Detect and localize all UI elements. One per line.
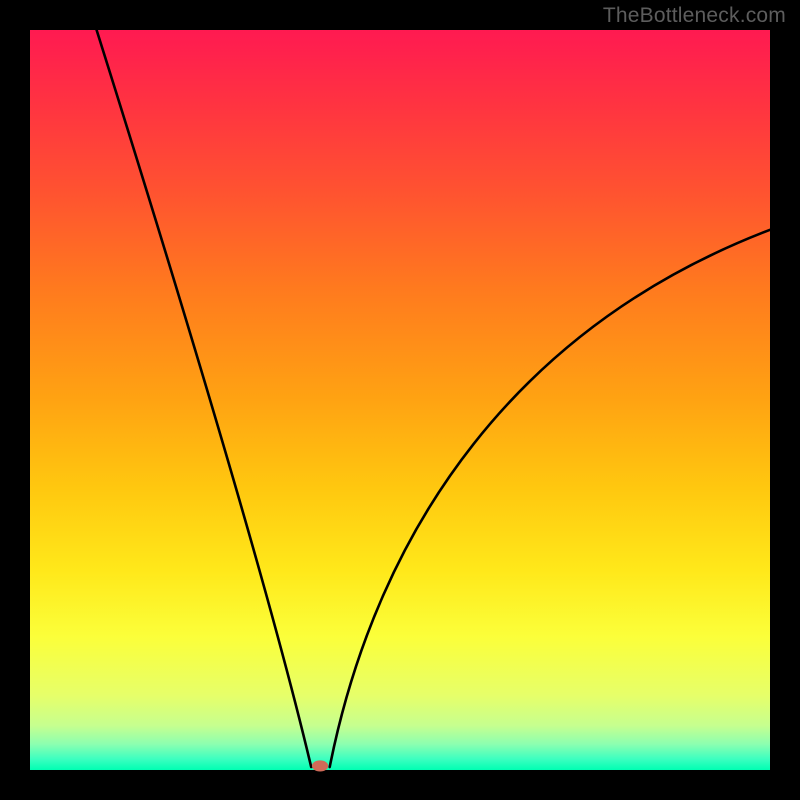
optimal-point-marker xyxy=(312,760,328,771)
chart-frame: TheBottleneck.com xyxy=(0,0,800,800)
plot-area xyxy=(30,30,770,770)
bottleneck-chart xyxy=(0,0,800,800)
source-watermark: TheBottleneck.com xyxy=(603,4,786,28)
